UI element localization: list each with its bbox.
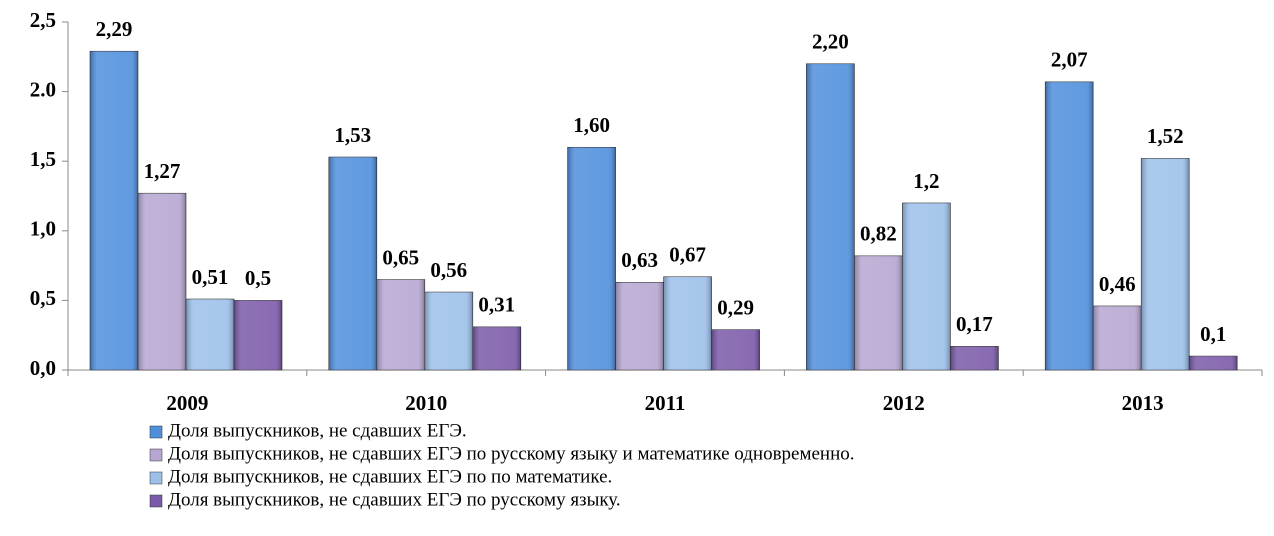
legend-label: Доля выпускников, не сдавших ЕГЭ по по м… <box>168 466 612 487</box>
x-tick-label: 2010 <box>405 391 447 415</box>
bar-shade <box>1141 158 1190 370</box>
bar-shade <box>663 276 712 370</box>
legend-label: Доля выпускников, не сдавших ЕГЭ по русс… <box>168 489 621 510</box>
value-label: 0,65 <box>382 245 419 269</box>
value-label: 0,67 <box>669 243 706 267</box>
x-tick-label: 2013 <box>1122 391 1164 415</box>
legend-label: Доля выпускников, не сдавших ЕГЭ. <box>168 420 467 441</box>
value-label: 0,46 <box>1099 272 1136 296</box>
value-label: 1,52 <box>1147 124 1184 148</box>
bar-shade <box>615 282 664 370</box>
value-label: 1,27 <box>144 159 181 183</box>
legend-swatch <box>149 494 163 508</box>
bar-shade <box>567 147 616 370</box>
x-tick-label: 2012 <box>883 391 925 415</box>
value-label: 0,1 <box>1200 322 1226 346</box>
legend-label: Доля выпускников, не сдавших ЕГЭ по русс… <box>168 443 855 464</box>
bar-shade <box>138 193 186 370</box>
bar-shade <box>424 292 473 370</box>
y-tick-label: 1,0 <box>30 217 56 241</box>
y-tick-label: 0,5 <box>30 286 56 310</box>
y-tick-label: 1,5 <box>30 147 56 171</box>
bar-shade <box>376 279 425 370</box>
bar-shade <box>1093 305 1142 370</box>
value-label: 0,51 <box>192 265 229 289</box>
bar-shade <box>90 51 138 371</box>
y-tick-label: 2.0 <box>30 77 56 101</box>
legend-swatch <box>149 448 163 462</box>
bar-shade <box>806 63 855 370</box>
bar-shade <box>1189 356 1238 370</box>
value-label: 0,63 <box>621 248 658 272</box>
bar-shade <box>950 346 999 370</box>
legend-swatch <box>149 471 163 485</box>
value-label: 0,29 <box>717 295 754 319</box>
x-tick-label: 2009 <box>166 391 208 415</box>
bar-shade <box>234 300 282 370</box>
value-label: 0,31 <box>478 293 515 317</box>
x-tick-label: 2011 <box>645 391 686 415</box>
bar-shade <box>854 255 903 370</box>
bar-shade <box>902 202 951 370</box>
value-label: 1,60 <box>573 113 610 137</box>
value-label: 2,07 <box>1051 48 1088 72</box>
value-label: 1,2 <box>913 169 939 193</box>
bar-shade <box>186 299 234 370</box>
bar-shade <box>711 329 760 370</box>
legend-swatch <box>149 425 163 439</box>
value-label: 2,29 <box>96 17 133 41</box>
value-label: 1,53 <box>334 123 371 147</box>
bar-shade <box>472 326 521 370</box>
bar-shade <box>1045 81 1094 370</box>
value-label: 2,20 <box>812 30 849 54</box>
y-tick-label: 2,5 <box>30 8 56 32</box>
value-label: 0,82 <box>860 222 897 246</box>
bar-shade <box>328 157 377 370</box>
value-label: 0,56 <box>430 258 467 282</box>
y-tick-label: 0,0 <box>30 356 56 380</box>
value-label: 0,5 <box>245 266 271 290</box>
value-label: 0,17 <box>956 312 993 336</box>
